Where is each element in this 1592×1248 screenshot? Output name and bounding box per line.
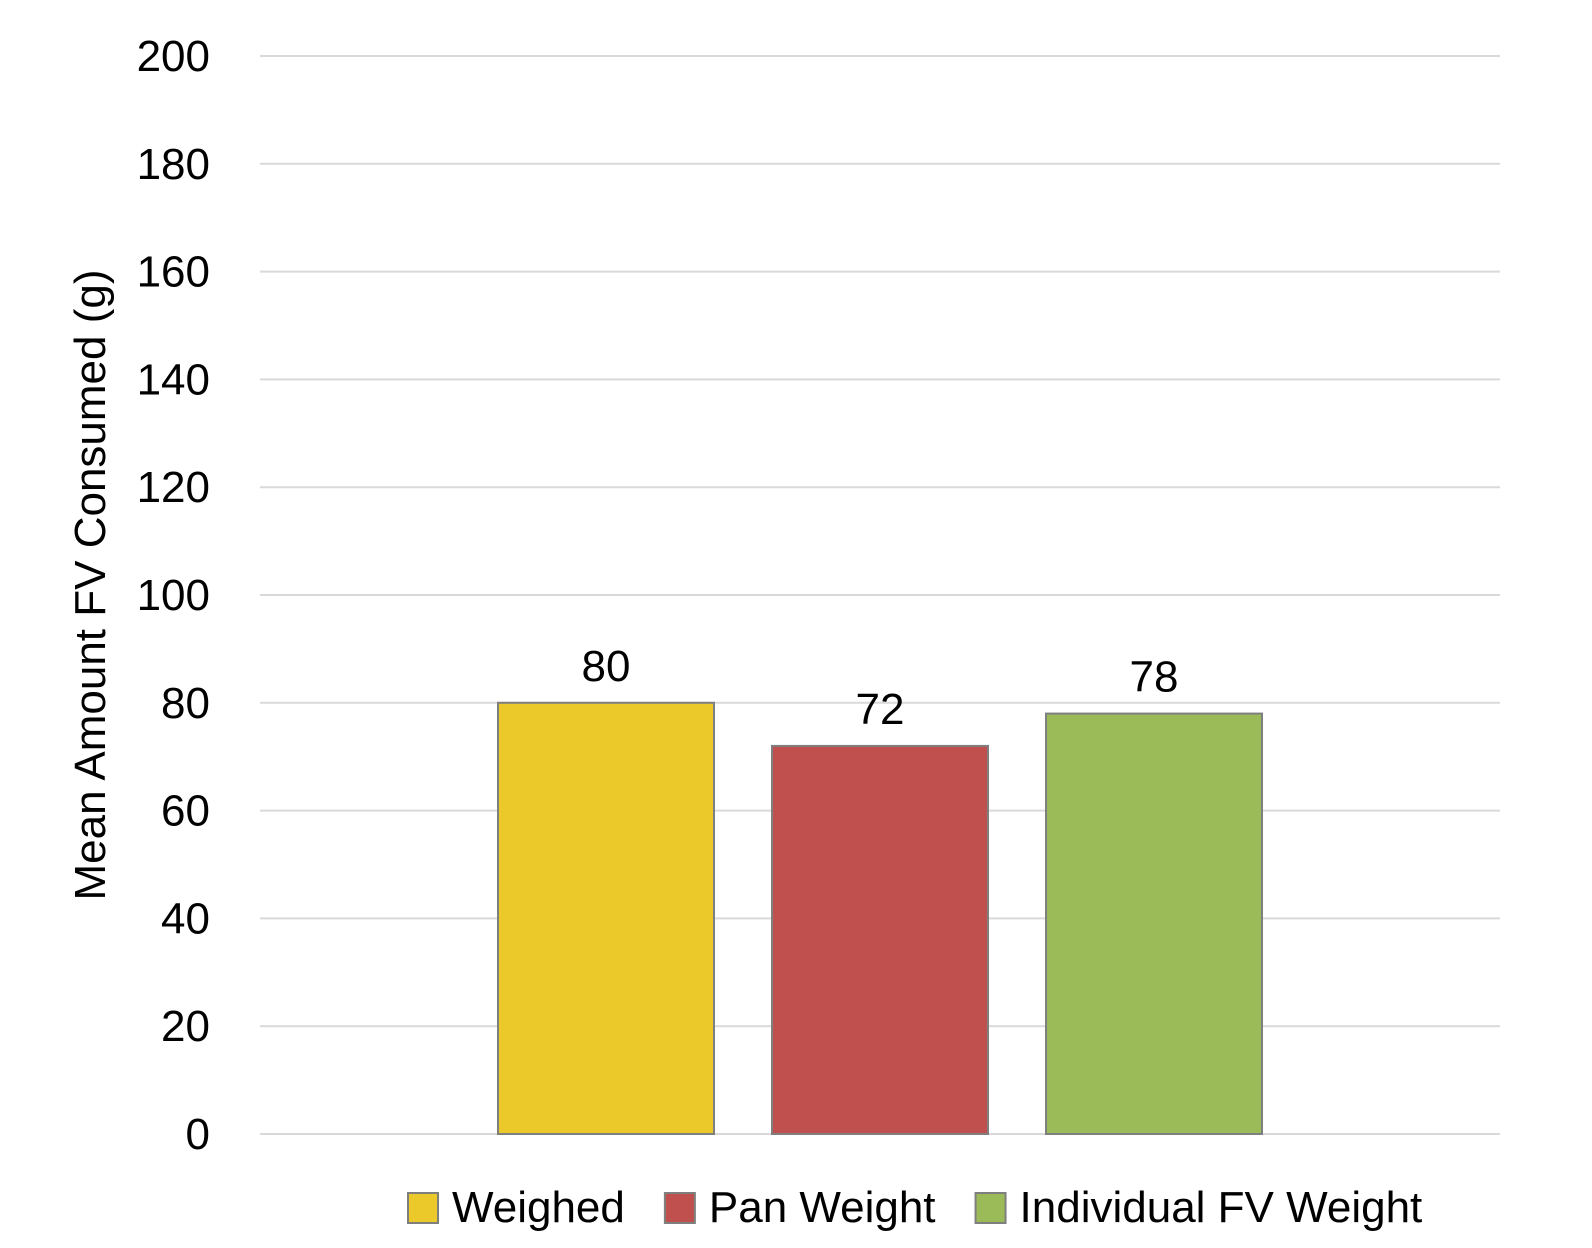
- legend-swatch: [974, 1192, 1007, 1224]
- y-tick-label: 120: [137, 463, 210, 512]
- y-tick-label: 180: [137, 140, 210, 189]
- y-tick-label: 0: [186, 1110, 210, 1159]
- legend-label: Pan Weight: [709, 1183, 936, 1232]
- bar: [771, 744, 989, 1135]
- bars: [497, 701, 1263, 1136]
- y-tick-label: 40: [161, 894, 210, 943]
- y-tick-label: 140: [137, 355, 210, 404]
- legend-swatch: [663, 1192, 696, 1224]
- legend: Weighed Pan Weight Individual FV Weight: [407, 1183, 1423, 1232]
- bar: [497, 701, 715, 1135]
- y-tick-label: 60: [161, 787, 210, 836]
- data-labels: 80 72 78: [582, 642, 1179, 734]
- y-tick-label: 200: [137, 32, 210, 81]
- y-axis-title: Mean Amount FV Consumed (g): [66, 270, 115, 901]
- y-tick-label: 80: [161, 679, 210, 728]
- legend-label: Individual FV Weight: [1020, 1183, 1423, 1232]
- data-label: 72: [856, 685, 905, 734]
- legend-swatch: [407, 1192, 439, 1224]
- legend-label: Weighed: [452, 1183, 625, 1232]
- gridlines: [260, 55, 1500, 1135]
- y-tick-label: 20: [161, 1002, 210, 1051]
- y-tick-label: 160: [137, 248, 210, 297]
- y-axis-ticks: 0 20 40 60 80 100 120 140 160 180 200: [137, 32, 210, 1159]
- bar: [1045, 712, 1263, 1136]
- y-tick-label: 100: [137, 571, 210, 620]
- data-label: 80: [582, 642, 631, 691]
- data-label: 78: [1130, 653, 1179, 702]
